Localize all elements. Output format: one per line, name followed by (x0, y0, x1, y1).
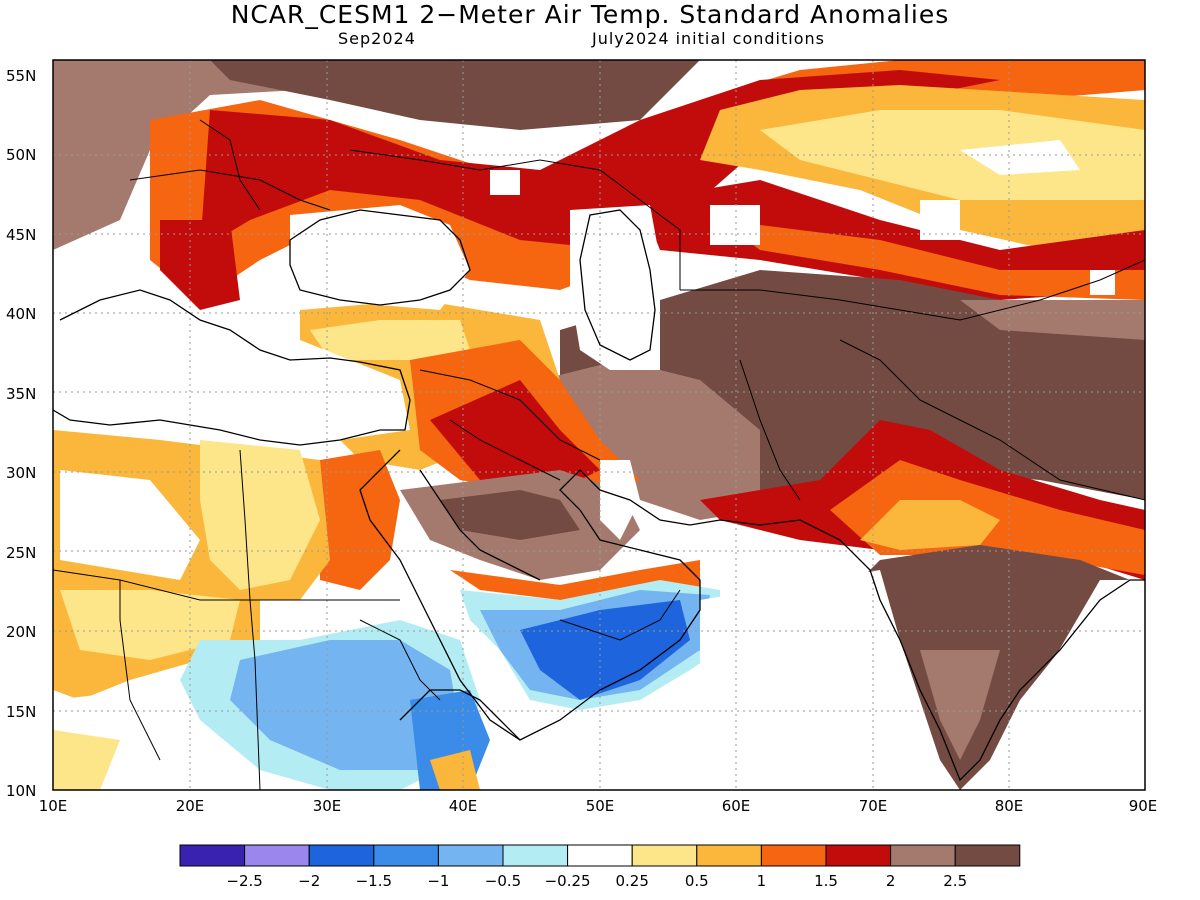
colorbar-label: 0.25 (615, 872, 648, 890)
colorbar (179, 844, 1021, 867)
initial-conditions: July2024 initial conditions (592, 29, 825, 48)
lat-label: 35N (6, 385, 36, 403)
colorbar-swatch (760, 844, 827, 867)
lat-label: 10N (6, 782, 36, 800)
lon-label: 70E (859, 797, 888, 815)
colorbar-swatch (502, 844, 569, 867)
colorbar-swatch (308, 844, 375, 867)
colorbar-label: −2.5 (226, 872, 262, 890)
colorbar-label: 2 (886, 872, 896, 890)
borders (53, 119, 1145, 790)
coastlines (53, 209, 1145, 782)
colorbar-label: −0.25 (545, 872, 591, 890)
lon-label: 40E (449, 797, 478, 815)
lat-label: 25N (6, 544, 36, 562)
colorbar-label: 1 (757, 872, 767, 890)
lat-label: 30N (6, 464, 36, 482)
colorbar-label: 1.5 (814, 872, 838, 890)
lon-label: 30E (313, 797, 342, 815)
colorbar-swatch (890, 844, 956, 867)
lon-label: 60E (722, 797, 751, 815)
colorbar-label: −1.5 (356, 872, 392, 890)
colorbar-swatch (373, 844, 439, 867)
colorbar-label: −0.5 (485, 872, 521, 890)
lon-label: 90E (1129, 797, 1158, 815)
colorbar-swatch (696, 844, 762, 867)
lat-label: 15N (6, 703, 36, 721)
colorbar-swatch (567, 844, 633, 867)
anomaly-field (53, 60, 1145, 790)
lon-label: 50E (586, 797, 615, 815)
lat-label: 50N (6, 146, 36, 164)
colorbar-label: 0.5 (685, 872, 709, 890)
lat-label: 45N (6, 226, 36, 244)
lat-label: 55N (6, 67, 36, 85)
colorbar-swatch (631, 844, 698, 867)
map-frame (52, 59, 1146, 791)
colorbar-swatch (825, 844, 892, 867)
map-title: NCAR_CESM1 2−Meter Air Temp. Standard An… (230, 0, 950, 29)
forecast-month: Sep2024 (338, 29, 416, 48)
latitude-labels: 55N 50N 45N 40N 35N 30N 25N 20N 15N 10N (6, 67, 36, 800)
colorbar-label: −2 (298, 872, 320, 890)
lat-label: 20N (6, 623, 36, 641)
lon-label: 80E (995, 797, 1024, 815)
colorbar-swatch (437, 844, 504, 867)
colorbar-swatch (954, 844, 1021, 867)
colorbar-swatch (244, 844, 310, 867)
colorbar-label: 2.5 (943, 872, 967, 890)
colorbar-label: −1 (427, 872, 449, 890)
lon-label: 10E (39, 797, 68, 815)
colorbar-labels: −2.5 −2 −1.5 −1 −0.5 −0.25 0.25 0.5 1 1.5 2 2.5 (226, 872, 967, 890)
colorbar-swatch (179, 844, 246, 867)
longitude-labels: 10E 20E 30E 40E 50E 60E 70E 80E 90E (39, 797, 1158, 815)
lon-label: 20E (176, 797, 205, 815)
lat-label: 40N (6, 305, 36, 323)
